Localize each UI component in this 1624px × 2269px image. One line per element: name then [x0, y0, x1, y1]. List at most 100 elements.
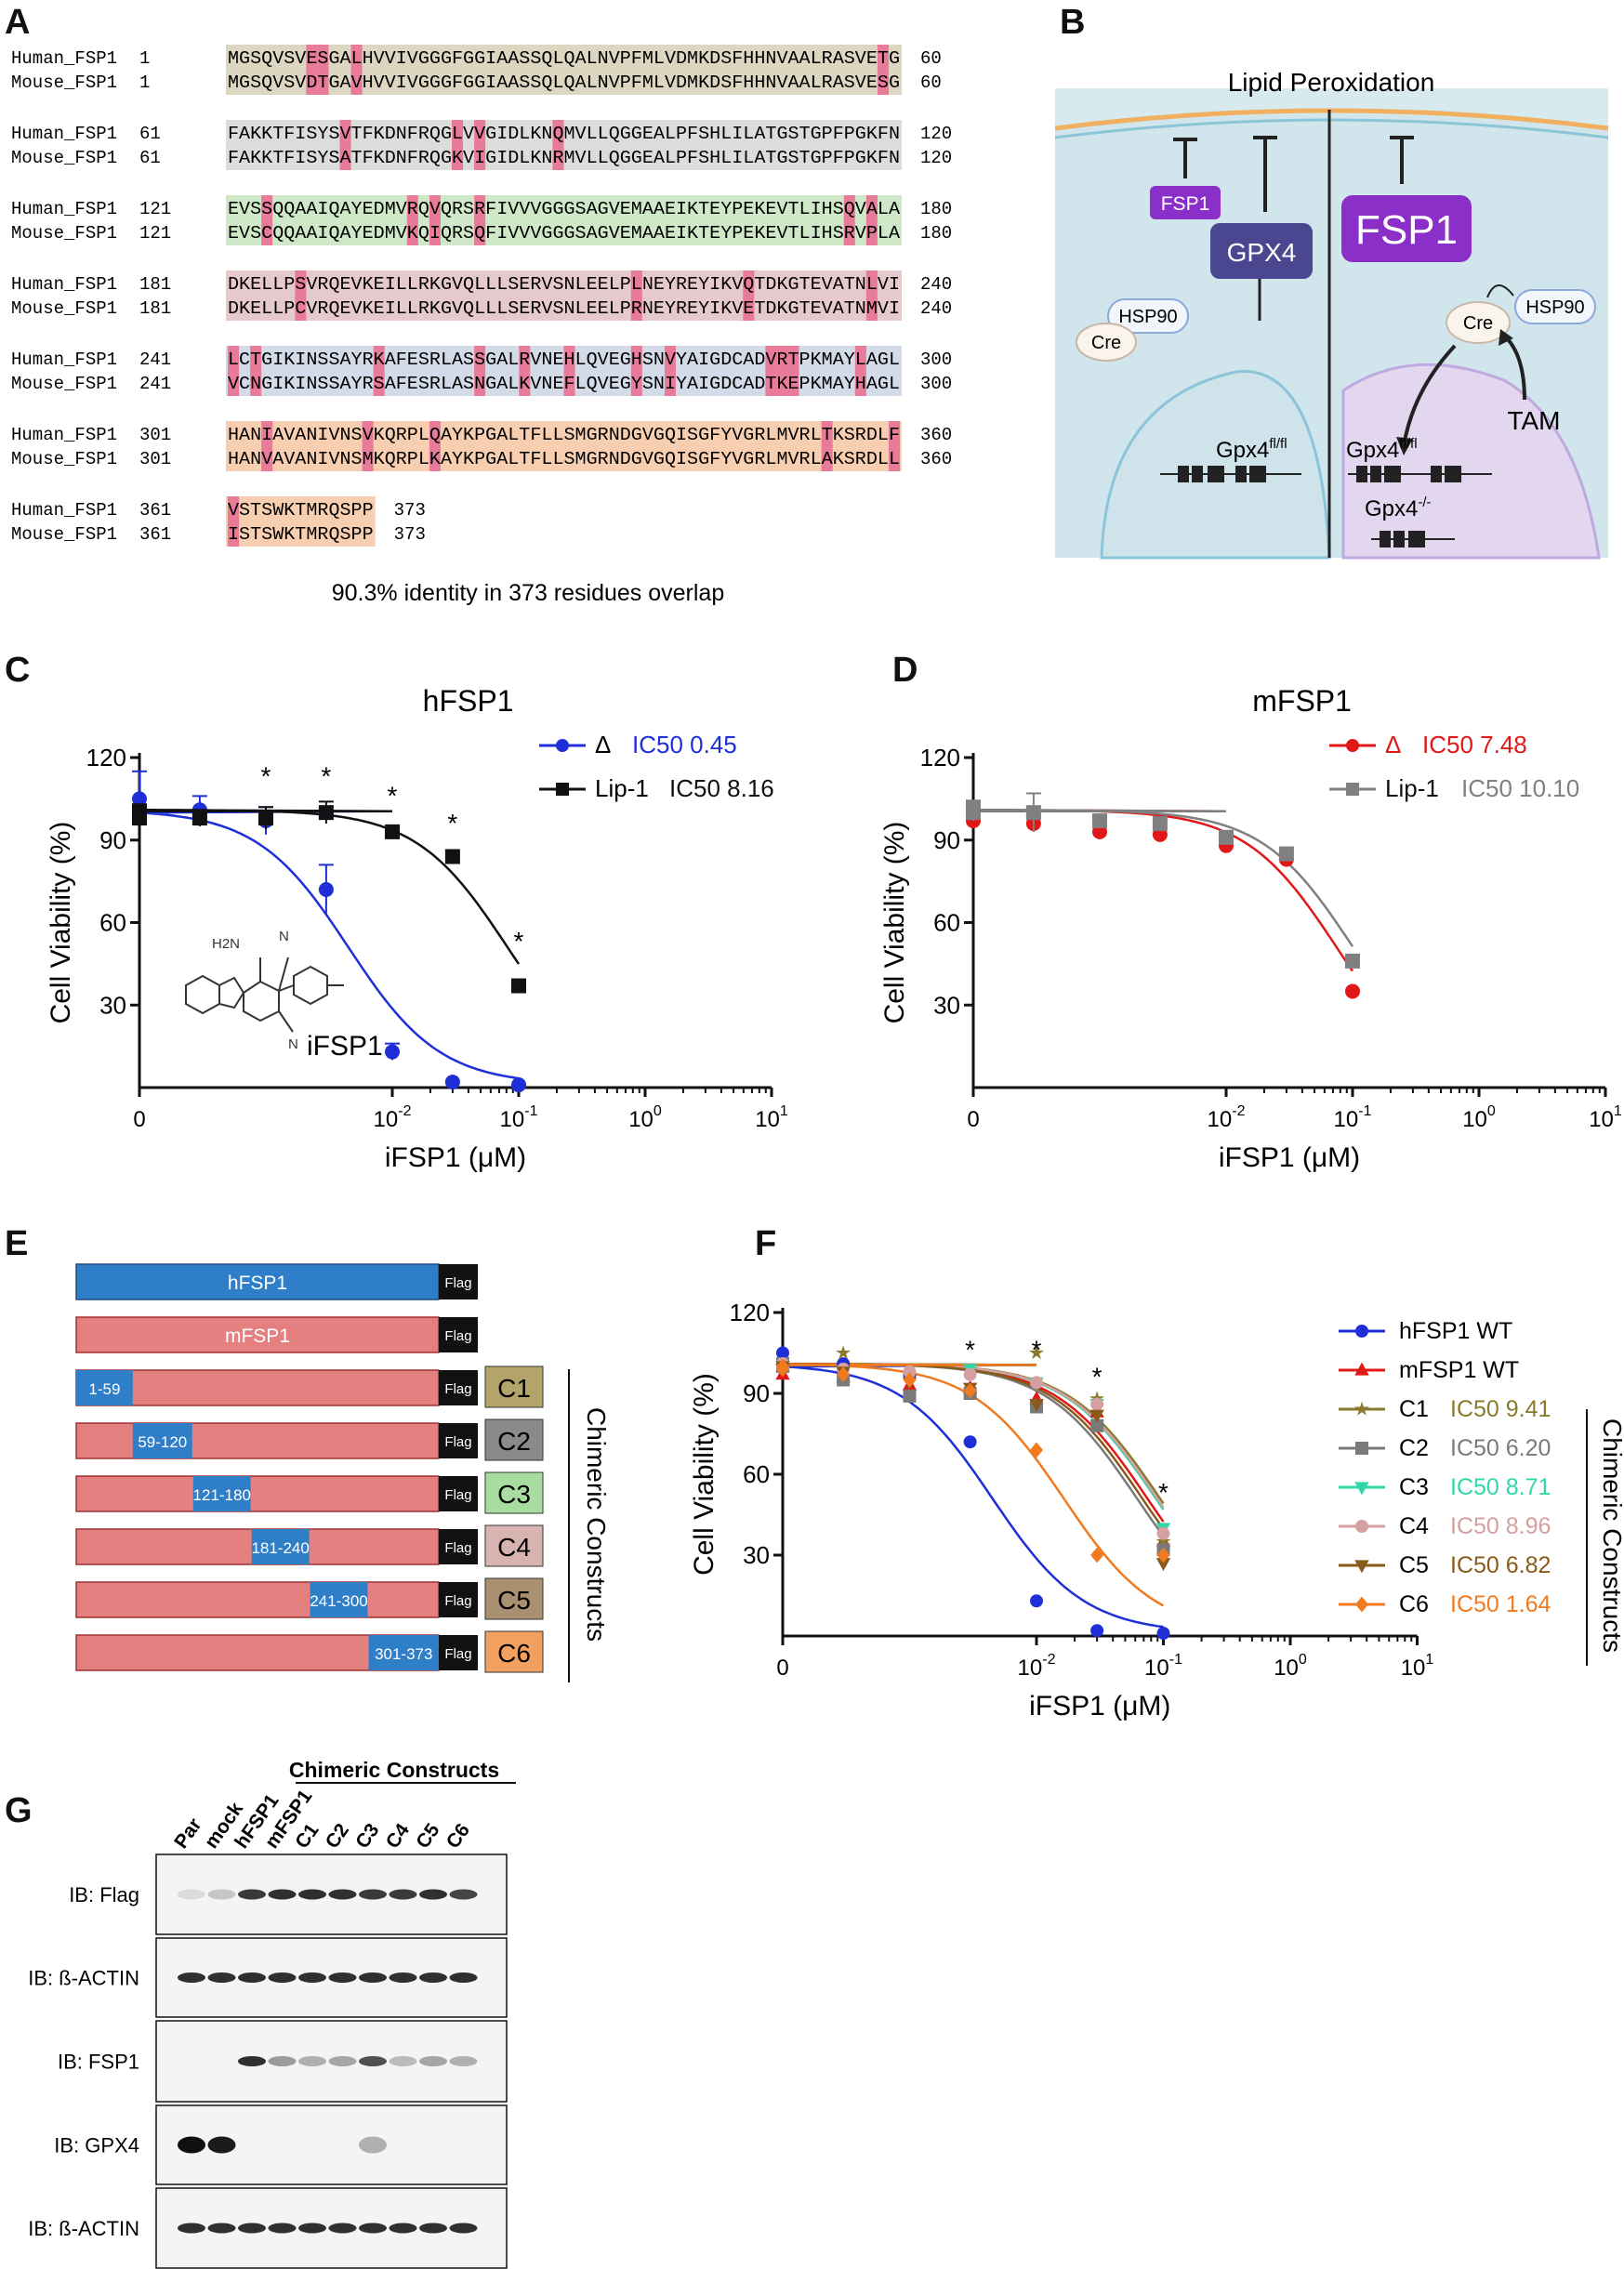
blot-band [359, 2056, 387, 2066]
hsp90-label-left: HSP90 [1118, 307, 1177, 327]
data-point [776, 1346, 789, 1360]
flag-label: Flag [444, 1275, 471, 1291]
x-tick-label: 10-2 [1018, 1652, 1056, 1681]
construct-box-label: C4 [497, 1533, 531, 1562]
blot-band [449, 1972, 478, 1983]
blot-label: IB: GPX4 [54, 2134, 139, 2157]
legend-ic50: IC50 10.10 [1461, 774, 1579, 802]
segment-range: 59-120 [138, 1433, 187, 1451]
segment-range: 1-59 [88, 1380, 120, 1398]
panel-letter-e: E [5, 1224, 28, 1263]
x-tick-label: 10-1 [1334, 1103, 1372, 1132]
legend-marker [1355, 1442, 1368, 1455]
construct-bar-human [75, 1263, 440, 1300]
blot-band [238, 1972, 266, 1983]
blot-band [298, 1972, 326, 1983]
sequence-end: 240 [920, 274, 952, 295]
y-tick-label: 30 [933, 991, 960, 1019]
sequence-alignment: Human_FSP1 1 MGSQVSVESGALHVVIVGGGFGGIAASSQ… [11, 45, 952, 547]
flag-tag [439, 1264, 478, 1299]
flag-tag [439, 1317, 478, 1352]
data-point [1345, 953, 1360, 969]
x-tick-label: 100 [628, 1103, 662, 1132]
alignment-tile [226, 45, 902, 95]
sequence-residues: HANIAVANIVNSVKQRPLQAYKPGALTFLLSMGRNDGVGQ… [228, 425, 900, 445]
sequence-name: Human_FSP1 [11, 274, 117, 295]
x-tick-label: 10-1 [500, 1103, 538, 1132]
substitution-highlight [854, 346, 866, 396]
data-point [444, 849, 460, 864]
segment-range: 121-180 [193, 1486, 251, 1504]
panel-letter-g: G [5, 1791, 33, 1830]
sequence-end: 120 [920, 148, 952, 168]
legend-ic50: IC50 6.20 [1450, 1435, 1551, 1461]
data-point [1156, 1526, 1170, 1540]
legend-name: Δ [1385, 731, 1401, 759]
significance-star: * [321, 762, 331, 791]
substitution-highlight [250, 346, 262, 396]
sequence-residues: MGSQVSVESGALHVVIVGGGFGGIAASSQLQALNVPFMLV… [228, 48, 900, 69]
tam-label: TAM [1507, 406, 1560, 435]
fsp1-label-small: FSP1 [1161, 193, 1210, 215]
substitution-highlight [474, 346, 486, 396]
legend-marker [1355, 1325, 1368, 1338]
sequence-start: 121 [139, 223, 171, 244]
sequence-name: Mouse_FSP1 [11, 298, 117, 319]
substitution-highlight [630, 346, 642, 396]
x-tick-exponent: 0 [1299, 1652, 1307, 1668]
substitution-highlight [664, 346, 676, 396]
construct-bar-mouse [75, 1422, 440, 1459]
legend-name: Lip-1 [595, 774, 649, 802]
data-point [385, 1044, 400, 1060]
construct-name: mFSP1 [225, 1326, 290, 1347]
legend-marker [1346, 783, 1359, 796]
cre-label-right: Cre [1463, 313, 1493, 334]
flag-label: Flag [444, 1646, 471, 1662]
blot-band [389, 1972, 417, 1983]
blot-band [207, 1972, 236, 1983]
data-point [903, 1372, 917, 1388]
data-point [1029, 1345, 1044, 1360]
sequence-residues: EVSCQQAAIQAYEDMVKQIQRSQFIVVVGGGSAGVEMAAE… [228, 223, 900, 244]
blot-band [328, 2056, 357, 2066]
x-tick-exponent: -2 [398, 1103, 411, 1119]
gene-label-left: Gpx4fl/fl [1216, 436, 1287, 463]
blot-label: IB: ß-ACTIN [28, 1967, 139, 1990]
x-tick-label: 100 [1462, 1103, 1496, 1132]
y-tick-label: 30 [743, 1541, 770, 1569]
inset-nitrile-2: N [288, 1036, 298, 1052]
blot-label: IB: Flag [69, 1883, 139, 1906]
substitution-highlight [228, 346, 240, 396]
sequence-start: 61 [139, 124, 161, 144]
sequence-residues: DKELLPSVRQEVKEILLRKGVQLLLSERVSNLEELPLNEY… [228, 274, 900, 295]
blot-band [238, 2223, 266, 2234]
lane-label: C4 [382, 1819, 414, 1852]
ferroptosis-schematic: Lipid Peroxidation FSP1 GPX4 FSP1 HSP90 … [1054, 68, 1609, 560]
flag-tag [439, 1476, 478, 1511]
blot-band [178, 2136, 205, 2154]
x-tick-exponent: -1 [524, 1103, 537, 1119]
legend-ic50: IC50 7.48 [1422, 731, 1527, 759]
legend-ic50: IC50 8.96 [1450, 1513, 1551, 1539]
y-tick-label: 60 [99, 909, 126, 937]
x-tick-label: 101 [1589, 1103, 1622, 1132]
segment-range: 181-240 [251, 1539, 309, 1557]
x-tick-exponent: 0 [1487, 1103, 1496, 1119]
data-point [318, 882, 334, 897]
inset-compound-label: iFSP1 [307, 1031, 383, 1062]
x-tick-exponent: 1 [1425, 1652, 1433, 1668]
substitution-highlight [373, 346, 385, 396]
legend-ic50: IC50 6.82 [1450, 1552, 1551, 1578]
significance-star: * [1032, 1335, 1042, 1364]
substitution-highlight [877, 45, 889, 95]
y-tick-label: 120 [730, 1299, 770, 1326]
legend-marker [556, 739, 569, 752]
substitution-highlight [317, 45, 329, 95]
substitution-highlight [865, 270, 878, 321]
data-point [1092, 813, 1107, 829]
sequence-end: 300 [920, 350, 952, 370]
x-axis-label: iFSP1 (μM) [385, 1142, 526, 1173]
alignment-tile [226, 421, 902, 471]
data-point [511, 978, 526, 994]
legend-ic50: IC50 8.71 [1450, 1474, 1551, 1500]
